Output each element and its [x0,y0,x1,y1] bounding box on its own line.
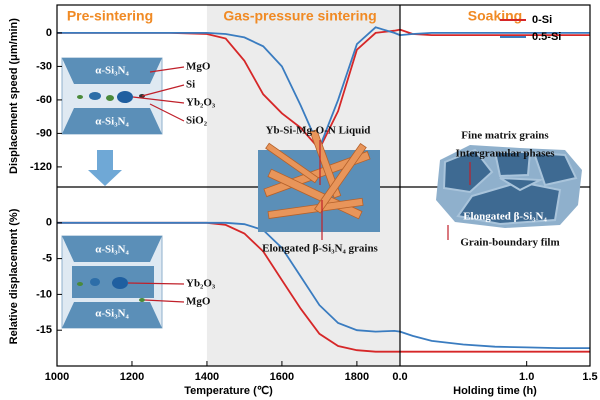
phase-label: Soaking [468,8,522,24]
schematic-label: α-Si₃N₄ [95,65,129,77]
y-tick-label: 0 [46,217,52,229]
schematic [61,57,163,135]
y-tick-label: -60 [36,94,52,106]
schematic-label: SiO₂ [186,115,208,127]
x-tick-label: 1.5 [582,371,597,383]
phase-label: Pre-sintering [67,8,153,24]
x-tick-label: 1.0 [519,371,534,383]
y-tick-label: -30 [36,60,52,72]
y-axis-label: Displacement speed (μm/min) [8,18,20,174]
y-tick-label: -10 [36,288,52,300]
line-series [57,221,401,333]
line-series [399,330,590,349]
schematic-label: Grain-boundary film [460,237,559,249]
arrow [88,150,122,186]
x-tick-label: 1800 [345,371,369,383]
schematic-label: α-Si₃N₄ [95,244,129,256]
x-tick-label: 0.0 [392,371,407,383]
line-series [399,32,590,36]
x-axis-label: Holding time (h) [453,385,537,397]
schematic-label: Intergranular phases [455,148,555,160]
schematic [61,235,163,329]
schematic [258,129,380,232]
y-axis-label: Relative displacement (%) [8,208,20,344]
y-tick-label: 0 [46,27,52,39]
x-tick-label: 1000 [45,371,69,383]
schematic-label: Yb₂O₃ [186,278,216,290]
x-axis-label: Temperature (℃) [184,385,273,397]
pointer-lines [132,66,185,122]
schematic-label: α-Si₃N₄ [95,116,129,128]
y-tick-label: -15 [36,324,52,336]
x-tick-label: 1600 [270,371,294,383]
y-tick-label: -120 [30,161,52,173]
phase-label: Gas-pressure sintering [223,8,376,24]
x-tick-label: 1400 [195,371,219,383]
schematic [436,145,582,228]
y-tick-label: -90 [36,127,52,139]
legend-label: 0.5-Si [532,31,561,43]
frame [56,4,591,367]
schematic-label: Elongated β-Si₃N₄ grains [262,243,378,255]
plots [57,26,590,353]
schematic-label: MgO [186,61,211,73]
pointer-line [127,282,185,285]
legend-label: 0-Si [532,14,552,26]
x-tick-label: 1200 [120,371,144,383]
schematic-label: Si [186,79,195,91]
schematic-label: Fine matrix grains [461,130,549,142]
schematic-label: α-Si₃N₄ [95,308,129,320]
pointer-line [144,299,185,303]
line-series [57,26,401,151]
y-tick-label: -5 [42,253,52,265]
schematic-label: MgO [186,296,211,308]
schematic-label: Elongated β-Si₃N₄ [463,211,547,223]
schematic-label: Yb₂O₃ [186,97,216,109]
schematic-label: Yb-Si-Mg-O-N Liquid [266,125,371,137]
